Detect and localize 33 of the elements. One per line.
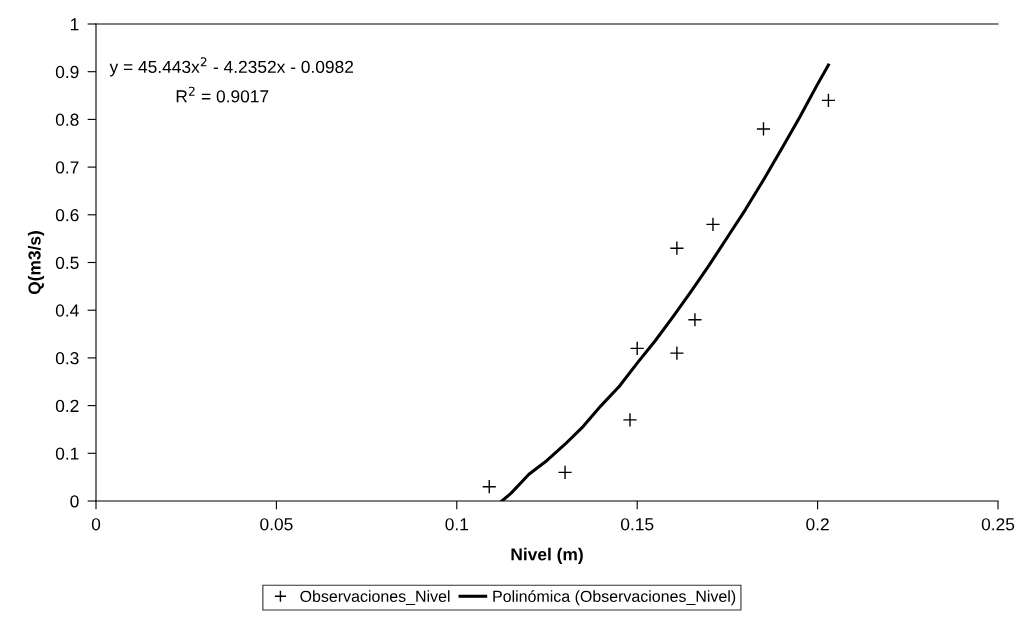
annotation: R$^{2}$ = 0.9017 [176, 86, 269, 103]
x-tick-label: 0.2 [806, 518, 829, 531]
y-tick-label: 0.6 [55, 208, 79, 222]
x-tick-label: 0 [91, 518, 101, 531]
y-tick-label: 0.7 [55, 161, 79, 174]
point [629, 341, 645, 356]
y-tick-label: 0 [70, 495, 79, 508]
point [687, 312, 703, 328]
point [821, 93, 836, 108]
x-tick-label: 0.05 [260, 518, 293, 531]
x-axis-title: Nivel (m) [511, 547, 583, 564]
y-tick-label: 0.1 [55, 447, 79, 460]
x-tick-label: 0.15 [620, 518, 654, 531]
y-tick-label: 0.8 [55, 113, 79, 126]
legend-label: Polinómica (Observaciones_Nivel) [493, 590, 736, 606]
point [705, 217, 721, 232]
y-tick-label: 0.4 [55, 304, 79, 317]
point [669, 240, 685, 256]
y-tick-label: 0.9 [55, 65, 79, 79]
y-tick-label: 1 [71, 18, 79, 31]
point [622, 412, 638, 428]
point [669, 345, 685, 361]
y-tick-label: 0.2 [55, 399, 79, 413]
point [756, 121, 771, 137]
point [481, 479, 497, 494]
legend-label: Observaciones_Nivel [300, 590, 450, 606]
point [557, 465, 573, 480]
x-tick-label: 0.1 [445, 518, 469, 531]
y-tick-label: 0.3 [55, 352, 79, 365]
y-tick-label: 0.5 [55, 256, 79, 269]
y-axis-title: Q(m3/s) [27, 231, 45, 295]
x-tick-label: 0.25 [981, 518, 1015, 531]
annotation: y = 45.443x$^{2}$ - 4.2352x - 0.0982 [109, 57, 354, 77]
